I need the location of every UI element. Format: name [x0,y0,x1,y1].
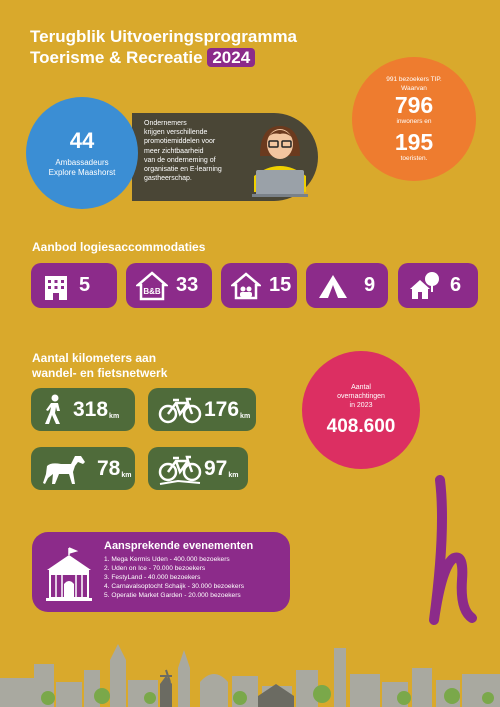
title-text: Toerisme & Recreatie [30,48,203,67]
nature-house-icon [410,271,439,299]
ambassadors-label-2: Explore Maashorst [48,168,116,177]
mountain-bike-icon [158,455,202,485]
entrepreneurs-line: meer zichtbaarheid [144,147,204,155]
events-list: 1. Mega Kermis Uden - 400.000 bezoekers … [104,555,244,600]
list-item: 1. Mega Kermis Uden - 400.000 bezoekers [104,556,230,563]
circus-tent-icon [46,547,92,601]
hotel-icon [45,275,67,300]
horse-icon [43,455,85,484]
accommodations-heading: Aanbod logiesaccommodaties [32,240,206,254]
tip-visitors-circle: 991 bezoekers TIP. Waarvan 796 inwoners … [352,57,476,181]
list-item: 2. Uden on Ice - 70.000 bezoekers [104,565,206,572]
page-title: Terugblik Uitvoeringsprogramma Toerisme … [30,26,297,68]
tip-tourists-label: toeristen. [400,155,428,162]
tip-intro-1: 991 bezoekers TIP. [386,76,442,83]
title-line-1: Terugblik Uitvoeringsprogramma [30,27,298,46]
svg-text:B&B: B&B [143,287,161,296]
entrepreneurs-text: Ondernemers krijgen verschillende promot… [144,119,256,183]
brand-logo-icon [429,475,477,625]
accommodation-nature-house-value: 6 [450,274,462,296]
network-walking-unit: km [109,413,120,420]
network-walking-value: 318 [73,397,109,421]
year-badge: 2024 [207,48,256,67]
network-mountain-bike-value: 97 [204,456,228,480]
list-item: 5. Operatie Market Garden - 20.000 bezoe… [104,592,241,599]
bicycle-icon [158,397,202,423]
tip-residents-label: inwoners en [396,118,432,125]
overnight-stays-circle: Aantal overnachtingen in 2023 408.600 [302,351,420,469]
town-skyline-illustration [0,644,500,707]
overnight-label-1: Aantal [351,383,371,391]
entrepreneurs-line: promotiemiddelen voor [144,138,216,146]
accommodation-bnb-value: 33 [176,274,199,296]
network-cycling-value: 176 [204,397,240,421]
list-item: 3. FestyLand - 40.000 bezoekers [104,574,201,581]
network-walking: 318 km [31,388,135,431]
network-horse: 78 km [31,447,135,490]
entrepreneurs-line: van de onderneming of [144,156,216,164]
list-item: 4. Carnavalsoptocht Schaijk - 30.000 bez… [104,583,245,590]
accommodation-holiday-home: 15 [221,263,297,308]
network-heading-line-1: Aantal kilometers aan [32,351,157,365]
ambassadors-circle: 44 Ambassadeurs Explore Maashorst [26,97,138,209]
accommodation-nature-house: 6 [398,263,478,308]
ambassadors-label-1: Ambassadeurs [55,158,109,167]
entrepreneurs-line: krijgen verschillende [144,129,208,137]
title-line-2: Toerisme & Recreatie 2024 [30,47,297,68]
overnight-label-3: in 2023 [349,401,373,409]
events-title: Aansprekende evenementen [104,540,254,552]
accommodation-hotel: 5 [31,263,117,308]
tent-icon [319,274,347,298]
network-heading: Aantal kilometers aan wandel- en fietsne… [32,351,167,381]
network-cycling-unit: km [240,413,251,420]
overnight-label-2: overnachtingen [337,392,385,400]
entrepreneurs-line: organisatie en E-learning [144,166,222,174]
accommodation-camping: 9 [306,263,388,308]
accommodation-holiday-home-value: 15 [269,274,292,296]
person-at-laptop-icon [252,126,308,197]
tip-tourists-count: 195 [394,129,434,155]
walking-icon [45,394,60,424]
bnb-icon: B&B [136,270,168,300]
accommodation-bnb: B&B 33 [126,263,212,308]
network-mountain-bike: 97 km [148,447,248,490]
network-horse-unit: km [121,472,132,479]
tip-intro-2: Waarvan [401,85,427,92]
entrepreneurs-line: gastheerschap. [144,175,192,183]
ambassadors-count: 44 [69,128,95,153]
network-horse-value: 78 [97,456,121,480]
holiday-home-icon [231,271,261,299]
network-heading-line-2: wandel- en fietsnetwerk [32,366,168,380]
accommodation-camping-value: 9 [364,274,376,296]
network-cycling: 176 km [148,388,256,431]
overnight-value: 408.600 [326,415,396,437]
accommodation-hotel-value: 5 [79,274,91,296]
tip-residents-count: 796 [394,92,434,118]
network-mountain-bike-unit: km [228,472,239,479]
entrepreneurs-line: Ondernemers [144,120,187,127]
